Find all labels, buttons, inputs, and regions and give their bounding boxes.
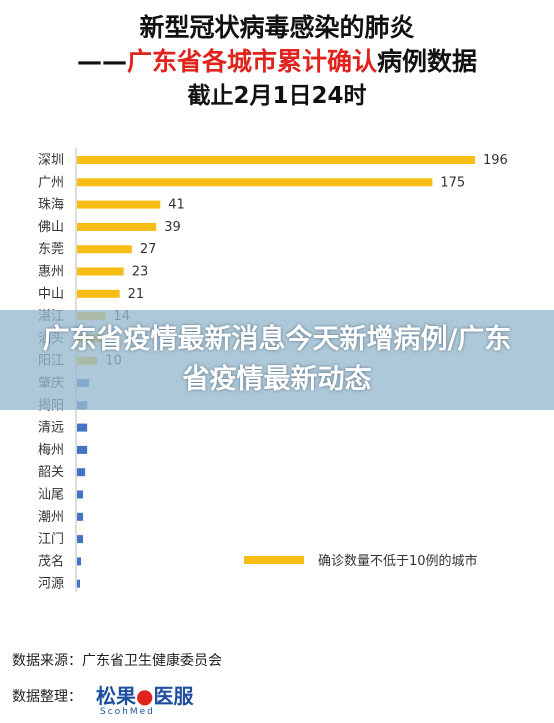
title-date: 截止2月1日24时: [187, 83, 367, 109]
logo-text-b: 医服: [153, 684, 194, 708]
category-label: 茂名: [38, 553, 64, 569]
banner-text: 广东省疫情最新消息今天新增病例/广东省疫情最新动态: [42, 324, 512, 395]
bar: [77, 445, 88, 454]
data-label: 39: [164, 220, 181, 235]
bar: [77, 468, 86, 477]
category-label: 东莞: [38, 242, 64, 257]
bar: [77, 579, 80, 588]
bar: [77, 535, 84, 544]
data-label: 21: [128, 287, 145, 302]
data-arranger-label: 数据整理：: [12, 689, 82, 705]
bar: [77, 289, 120, 298]
source-value: 广东省卫生健康委员会: [82, 653, 222, 669]
category-label: 珠海: [38, 198, 64, 213]
category-label: 河源: [38, 577, 64, 592]
bar: [77, 156, 475, 164]
category-label: 潮州: [38, 510, 64, 525]
bar: [77, 200, 161, 209]
category-label: 广州: [38, 175, 64, 190]
bar: [77, 178, 433, 187]
bar: [77, 222, 157, 231]
legend-swatch: [244, 556, 304, 564]
title-line-2: ——广东省各城市累计确认病例数据: [0, 42, 554, 78]
title-line-2-suffix: 病例数据: [377, 47, 478, 76]
category-label: 梅州: [38, 443, 64, 458]
bar: [77, 267, 124, 276]
category-label: 中山: [38, 287, 64, 302]
category-label: 深圳: [38, 153, 64, 168]
logo-cup-icon: ●: [136, 684, 154, 708]
bar: [77, 512, 84, 521]
data-label: 196: [483, 153, 508, 168]
data-label: 27: [140, 242, 157, 257]
data-label: 23: [132, 265, 149, 280]
title-line-2-prefix: ——: [76, 47, 127, 76]
data-label: 175: [440, 175, 465, 190]
bar: [77, 490, 84, 499]
logo-text-a: 松果: [96, 684, 136, 708]
category-label: 清远: [38, 421, 64, 436]
source-label: 数据来源：: [12, 653, 82, 669]
category-label: 佛山: [38, 220, 64, 235]
overlay-banner: 广东省疫情最新消息今天新增病例/广东省疫情最新动态: [0, 310, 554, 410]
category-label: 惠州: [38, 265, 64, 280]
title-line-2-highlight: 广东省各城市累计确认: [126, 47, 377, 76]
bar: [77, 245, 132, 254]
logo-subtext: ScohMed: [100, 707, 155, 717]
category-label: 韶关: [38, 464, 64, 480]
category-label: 江门: [38, 532, 64, 547]
bar: [77, 423, 88, 432]
title-line-1: 新型冠状病毒感染的肺炎: [139, 13, 415, 42]
legend-label: 确诊数量不低于10例的城市: [318, 553, 478, 569]
bar: [77, 557, 82, 566]
data-source: 数据来源：广东省卫生健康委员会: [12, 650, 222, 670]
category-label: 汕尾: [38, 488, 64, 503]
data-label: 41: [168, 198, 185, 213]
brand-logo: 松果●医服: [96, 680, 193, 709]
